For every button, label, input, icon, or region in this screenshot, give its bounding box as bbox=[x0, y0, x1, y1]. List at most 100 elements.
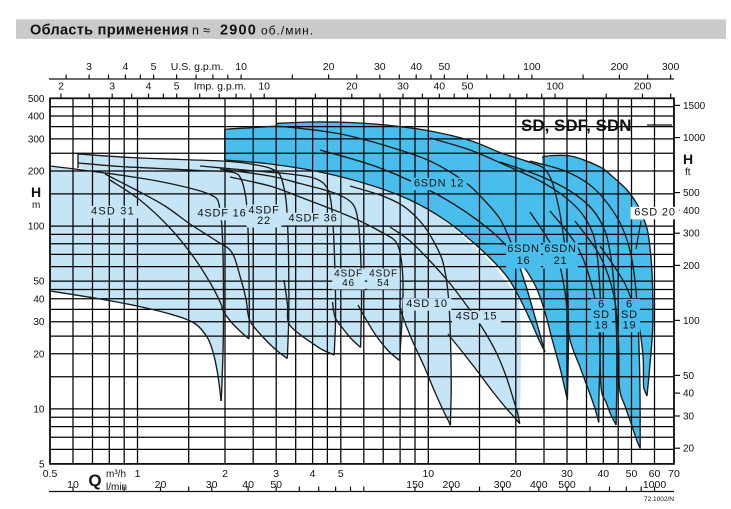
svg-text:H: H bbox=[31, 184, 41, 200]
svg-text:4SD 31: 4SD 31 bbox=[91, 206, 135, 218]
svg-text:ft: ft bbox=[685, 167, 691, 178]
svg-text:5: 5 bbox=[174, 81, 180, 93]
svg-text:m: m bbox=[32, 200, 40, 211]
svg-text:4SDF: 4SDF bbox=[334, 269, 363, 280]
svg-text:20: 20 bbox=[683, 444, 695, 455]
svg-text:0.5: 0.5 bbox=[43, 468, 58, 480]
svg-text:20: 20 bbox=[323, 61, 335, 73]
svg-text:54: 54 bbox=[377, 278, 390, 289]
svg-text:≈: ≈ bbox=[203, 23, 210, 38]
svg-text:40: 40 bbox=[410, 61, 422, 73]
svg-text:100: 100 bbox=[523, 61, 541, 73]
svg-text:50: 50 bbox=[33, 277, 45, 288]
svg-text:30: 30 bbox=[206, 479, 218, 491]
svg-text:6SD 20: 6SD 20 bbox=[634, 207, 676, 219]
svg-text:2900: 2900 bbox=[220, 23, 257, 39]
svg-text:10: 10 bbox=[67, 479, 79, 491]
svg-text:20: 20 bbox=[346, 81, 358, 93]
svg-text:400: 400 bbox=[683, 206, 700, 217]
svg-text:3: 3 bbox=[86, 61, 92, 73]
svg-text:20: 20 bbox=[155, 479, 167, 491]
svg-text:200: 200 bbox=[443, 479, 461, 491]
svg-text:3: 3 bbox=[109, 81, 115, 93]
svg-text:m³/h: m³/h bbox=[106, 469, 126, 480]
svg-text:60: 60 bbox=[649, 468, 661, 480]
svg-text:6SDN 12: 6SDN 12 bbox=[414, 178, 464, 190]
svg-text:40: 40 bbox=[683, 389, 695, 400]
svg-text:SD: SD bbox=[593, 309, 610, 321]
svg-text:4SDF: 4SDF bbox=[369, 269, 398, 280]
svg-text:об./мин.: об./мин. bbox=[261, 24, 314, 38]
svg-text:30: 30 bbox=[683, 412, 695, 423]
svg-text:50: 50 bbox=[626, 468, 638, 480]
svg-text:100: 100 bbox=[28, 222, 45, 233]
svg-text:4SDF 16: 4SDF 16 bbox=[197, 208, 246, 220]
svg-text:2: 2 bbox=[222, 468, 228, 480]
svg-text:4SDF: 4SDF bbox=[248, 205, 279, 217]
svg-text:10: 10 bbox=[33, 404, 45, 415]
svg-text:6SDN: 6SDN bbox=[507, 243, 540, 255]
svg-text:SD: SD bbox=[621, 309, 638, 321]
svg-text:5: 5 bbox=[39, 459, 45, 470]
svg-text:500: 500 bbox=[683, 188, 700, 199]
svg-text:300: 300 bbox=[28, 134, 45, 145]
svg-text:10: 10 bbox=[235, 61, 247, 73]
svg-text:30: 30 bbox=[397, 81, 409, 93]
svg-text:200: 200 bbox=[634, 81, 652, 93]
svg-text:40: 40 bbox=[33, 294, 45, 305]
svg-text:50: 50 bbox=[462, 81, 474, 93]
svg-text:30: 30 bbox=[33, 317, 45, 328]
svg-text:3: 3 bbox=[273, 468, 279, 480]
svg-text:300: 300 bbox=[662, 61, 680, 73]
svg-text:500: 500 bbox=[28, 94, 45, 105]
svg-text:40: 40 bbox=[433, 81, 445, 93]
svg-text:400: 400 bbox=[530, 479, 548, 491]
svg-text:46: 46 bbox=[342, 278, 355, 289]
svg-text:l/min: l/min bbox=[106, 482, 127, 493]
svg-text:40: 40 bbox=[597, 468, 609, 480]
svg-text:Q: Q bbox=[88, 471, 101, 490]
svg-text:40: 40 bbox=[242, 479, 254, 491]
svg-text:100: 100 bbox=[546, 81, 564, 93]
svg-text:400: 400 bbox=[28, 112, 45, 123]
svg-text:19: 19 bbox=[623, 320, 637, 332]
svg-text:1500: 1500 bbox=[683, 101, 706, 112]
svg-text:H: H bbox=[683, 151, 693, 167]
svg-text:150: 150 bbox=[406, 479, 424, 491]
svg-text:U.S. g.p.m.: U.S. g.p.m. bbox=[171, 61, 224, 73]
svg-text:20: 20 bbox=[33, 349, 45, 360]
svg-text:20: 20 bbox=[510, 468, 522, 480]
svg-text:4: 4 bbox=[122, 61, 128, 73]
svg-text:300: 300 bbox=[494, 479, 512, 491]
svg-text:1: 1 bbox=[135, 468, 141, 480]
svg-text:30: 30 bbox=[374, 61, 386, 73]
svg-text:Imp. g.p.m.: Imp. g.p.m. bbox=[194, 81, 247, 93]
svg-text:Область применения: Область применения bbox=[30, 23, 189, 39]
svg-text:4SD 15: 4SD 15 bbox=[456, 311, 498, 323]
svg-text:1000: 1000 bbox=[643, 479, 667, 491]
svg-text:50: 50 bbox=[438, 61, 450, 73]
svg-text:200: 200 bbox=[683, 261, 700, 272]
svg-text:SD, SDF, SDN: SD, SDF, SDN bbox=[521, 116, 632, 135]
svg-text:70: 70 bbox=[668, 468, 680, 480]
svg-text:10: 10 bbox=[258, 81, 270, 93]
svg-text:5: 5 bbox=[151, 61, 157, 73]
svg-text:6: 6 bbox=[626, 299, 633, 311]
svg-text:2: 2 bbox=[58, 81, 64, 93]
svg-text:18: 18 bbox=[595, 320, 609, 332]
svg-text:6: 6 bbox=[598, 299, 605, 311]
svg-text:500: 500 bbox=[558, 479, 576, 491]
svg-text:1000: 1000 bbox=[683, 133, 706, 144]
svg-text:4SD 10: 4SD 10 bbox=[406, 298, 448, 310]
svg-text:5: 5 bbox=[338, 468, 344, 480]
svg-text:200: 200 bbox=[611, 61, 629, 73]
svg-text:4: 4 bbox=[146, 81, 152, 93]
svg-text:50: 50 bbox=[683, 371, 695, 382]
svg-text:72.1002/N: 72.1002/N bbox=[644, 496, 674, 503]
svg-text:16: 16 bbox=[517, 255, 531, 267]
svg-text:50: 50 bbox=[270, 479, 282, 491]
svg-text:21: 21 bbox=[554, 255, 568, 267]
svg-text:200: 200 bbox=[28, 167, 45, 178]
svg-text:4: 4 bbox=[310, 468, 316, 480]
svg-text:300: 300 bbox=[683, 229, 700, 240]
